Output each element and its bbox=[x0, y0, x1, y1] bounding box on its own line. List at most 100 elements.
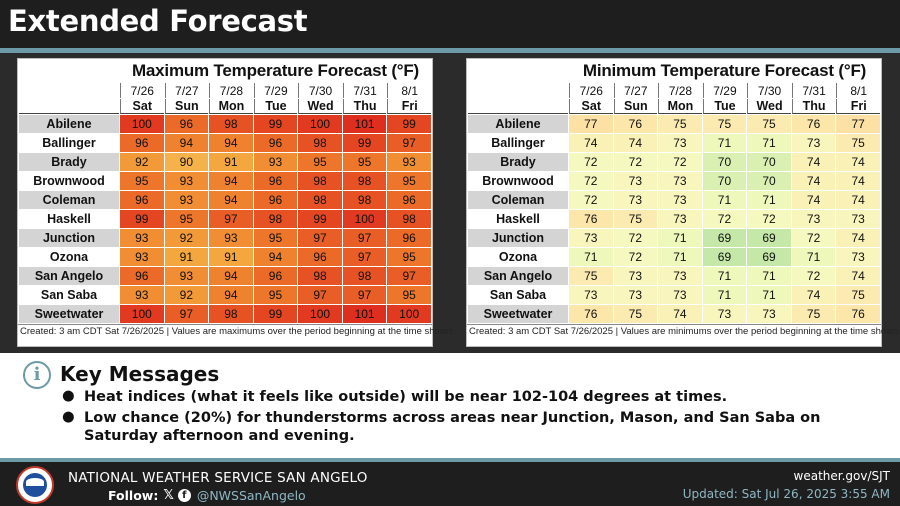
temp-cell: 74 bbox=[791, 286, 836, 304]
temp-cell: 95 bbox=[253, 229, 298, 247]
nws-logo bbox=[16, 466, 54, 504]
temp-cell: 97 bbox=[209, 210, 253, 228]
temp-cell: 93 bbox=[120, 229, 164, 247]
temp-cell: 96 bbox=[253, 267, 298, 285]
city-label: Abilene bbox=[468, 115, 568, 133]
city-label: Haskell bbox=[19, 210, 119, 228]
temp-cell: 74 bbox=[791, 191, 836, 209]
temp-cell: 71 bbox=[569, 248, 613, 266]
temp-cell: 100 bbox=[298, 115, 342, 133]
temp-cell: 98 bbox=[342, 191, 387, 209]
date-header: 7/28 bbox=[658, 83, 702, 98]
temp-cell: 72 bbox=[791, 267, 836, 285]
temp-cell: 94 bbox=[209, 286, 253, 304]
key-message-item: ● Heat indices (what it feels like outsi… bbox=[62, 388, 864, 406]
temp-cell: 69 bbox=[747, 229, 791, 247]
header-bar: Extended Forecast bbox=[0, 0, 900, 48]
temp-cell: 74 bbox=[791, 172, 836, 190]
temp-cell: 92 bbox=[164, 286, 209, 304]
temp-cell: 73 bbox=[569, 229, 613, 247]
date-header: 7/29 bbox=[253, 83, 298, 98]
temp-cell: 93 bbox=[387, 153, 431, 171]
table-row: Haskell 76 75 73 72 72 73 73 bbox=[468, 210, 880, 228]
temp-cell: 95 bbox=[253, 286, 298, 304]
temp-cell: 74 bbox=[836, 172, 880, 190]
website-link[interactable]: weather.gov/SJT bbox=[793, 469, 890, 483]
day-header: Sun bbox=[164, 99, 209, 114]
temp-cell: 95 bbox=[120, 172, 164, 190]
temp-cell: 74 bbox=[569, 134, 613, 152]
temp-cell: 98 bbox=[342, 267, 387, 285]
temp-cell: 93 bbox=[253, 153, 298, 171]
footer-bar bbox=[0, 462, 900, 506]
table-row: Ozona 71 72 71 69 69 71 73 bbox=[468, 248, 880, 266]
date-header: 7/26 bbox=[120, 83, 164, 98]
temp-cell: 73 bbox=[836, 248, 880, 266]
temp-cell: 75 bbox=[658, 115, 702, 133]
temp-cell: 99 bbox=[253, 115, 298, 133]
table-row: Ballinger 96 94 94 96 98 99 97 bbox=[19, 134, 431, 152]
temp-cell: 75 bbox=[747, 115, 791, 133]
temp-cell: 96 bbox=[120, 191, 164, 209]
temp-cell: 75 bbox=[569, 267, 613, 285]
temp-cell: 95 bbox=[164, 210, 209, 228]
x-icon[interactable]: 𝕏 bbox=[163, 488, 174, 503]
temp-cell: 97 bbox=[298, 229, 342, 247]
temp-cell: 70 bbox=[747, 153, 791, 171]
key-message-text: Low chance (20%) for thunderstorms acros… bbox=[84, 410, 821, 444]
temp-cell: 100 bbox=[298, 305, 342, 323]
temp-cell: 72 bbox=[791, 229, 836, 247]
temp-cell: 97 bbox=[387, 267, 431, 285]
min-table-note: Created: 3 am CDT Sat 7/26/2025 | Values… bbox=[467, 324, 900, 337]
day-header: Mon bbox=[209, 99, 253, 114]
temp-cell: 97 bbox=[387, 134, 431, 152]
temp-cell: 71 bbox=[702, 191, 747, 209]
temp-cell: 71 bbox=[747, 286, 791, 304]
table-row: Coleman 72 73 73 71 71 74 74 bbox=[468, 191, 880, 209]
temp-cell: 91 bbox=[209, 248, 253, 266]
temp-cell: 73 bbox=[658, 191, 702, 209]
temp-cell: 93 bbox=[164, 191, 209, 209]
temp-cell: 98 bbox=[342, 172, 387, 190]
city-label: Coleman bbox=[19, 191, 119, 209]
date-header: 7/28 bbox=[209, 83, 253, 98]
temp-cell: 77 bbox=[836, 115, 880, 133]
temp-cell: 73 bbox=[613, 172, 658, 190]
temp-cell: 99 bbox=[342, 134, 387, 152]
temp-cell: 98 bbox=[298, 134, 342, 152]
city-label: Brownwood bbox=[19, 172, 119, 190]
temp-cell: 97 bbox=[342, 286, 387, 304]
temp-cell: 71 bbox=[747, 267, 791, 285]
temp-cell: 96 bbox=[298, 248, 342, 266]
temp-cell: 73 bbox=[613, 191, 658, 209]
temp-cell: 93 bbox=[209, 229, 253, 247]
temp-cell: 99 bbox=[298, 210, 342, 228]
temp-cell: 96 bbox=[387, 191, 431, 209]
temp-cell: 73 bbox=[747, 305, 791, 323]
date-header: 8/1 bbox=[836, 83, 880, 98]
temp-cell: 100 bbox=[387, 305, 431, 323]
facebook-icon[interactable]: f bbox=[177, 489, 191, 502]
temp-cell: 76 bbox=[569, 305, 613, 323]
day-header: Sat bbox=[120, 99, 164, 114]
day-header: Fri bbox=[387, 99, 431, 114]
temp-cell: 70 bbox=[702, 172, 747, 190]
temp-cell: 72 bbox=[747, 210, 791, 228]
day-header: Mon bbox=[658, 99, 702, 114]
temp-cell: 72 bbox=[569, 153, 613, 171]
date-header: 7/26 bbox=[569, 83, 613, 98]
max-temp-table: Maximum Temperature Forecast (°F) 7/26 7/2… bbox=[18, 59, 432, 324]
temp-cell: 75 bbox=[836, 286, 880, 304]
min-temp-table: Minimum Temperature Forecast (°F) 7/26 7/2… bbox=[467, 59, 881, 324]
social-handle[interactable]: @NWSSanAngelo bbox=[196, 488, 306, 503]
temp-cell: 72 bbox=[702, 210, 747, 228]
date-header: 8/1 bbox=[387, 83, 431, 98]
temp-cell: 91 bbox=[209, 153, 253, 171]
temp-cell: 96 bbox=[120, 267, 164, 285]
temp-cell: 71 bbox=[702, 267, 747, 285]
table-row: San Saba 73 73 73 71 71 74 75 bbox=[468, 286, 880, 304]
social-follow: Follow: 𝕏 f @NWSSanAngelo bbox=[108, 488, 306, 503]
temp-cell: 75 bbox=[791, 305, 836, 323]
day-header: Wed bbox=[298, 99, 342, 114]
key-messages-title: Key Messages bbox=[60, 362, 220, 386]
